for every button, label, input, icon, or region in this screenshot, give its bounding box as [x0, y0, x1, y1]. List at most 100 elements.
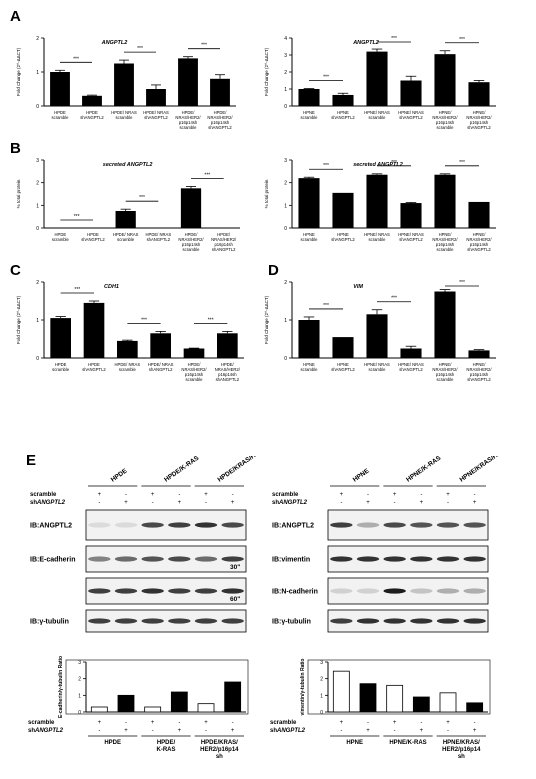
y-tick-label: 2 [36, 36, 39, 42]
y-tick-label: 2 [284, 181, 287, 187]
x-tick-label: HPDE shANGPTL2 [81, 232, 105, 242]
sh-sign: + [231, 728, 235, 734]
blot-band [383, 522, 406, 528]
bar [332, 337, 354, 358]
y-tick-label: 3 [320, 660, 323, 666]
x-tick-label: HPNE/ NRAS scramble [364, 362, 390, 372]
blot-strip [327, 545, 489, 573]
sh-label: shANGPTL2 [270, 728, 306, 734]
blot-strip [85, 609, 247, 633]
y-tick-label: 0 [284, 226, 287, 232]
blot-band [168, 522, 191, 528]
x-tick-label: HPNE/ NRAS shANGPTL2 [398, 110, 424, 120]
blot-band [168, 588, 191, 594]
y-tick-label: 0 [36, 104, 39, 110]
exposure-note: 30" [230, 564, 240, 571]
bar [439, 692, 457, 713]
panel-label-d: D [268, 262, 279, 279]
significance-label: *** [323, 303, 329, 309]
x-tick-label: HPDE/ NRAS shANGPTL2 [148, 362, 174, 372]
x-tick-label: HPNE/NRAS/HER2/p16p14sh scramble [432, 362, 458, 382]
scramble-sign: + [204, 492, 208, 498]
sh-label: shANGPTL2 [28, 728, 64, 734]
sh-sign: + [366, 500, 370, 506]
bar [332, 670, 350, 713]
y-tick-label: 2 [36, 280, 39, 286]
group-label: HPNE/K-RAS [389, 740, 426, 746]
y-tick-label: 2 [320, 677, 323, 683]
blot-band [330, 618, 353, 624]
blot-band [383, 556, 406, 562]
chart-title: ANGPTL2 [101, 40, 128, 46]
blot-band [436, 618, 460, 624]
x-tick-label: HPNE/ NRAS shANGPTL2 [398, 232, 424, 242]
bar [332, 94, 354, 106]
x-tick-label: HPDE/NRAS/HER2/p16p14sh shANGPTL2 [215, 362, 241, 382]
bar [298, 178, 320, 228]
sh-sign: - [152, 500, 154, 506]
x-tick-label: HPDE/NRAS/HER2/p16p14sh shANGPTL2 [207, 110, 233, 130]
blot-strip [327, 509, 489, 541]
significance-label: *** [459, 160, 465, 166]
bar [210, 78, 230, 106]
exposure-note: 60" [230, 596, 240, 603]
bar [412, 696, 430, 713]
x-tick-label: HPDE scramble [52, 110, 70, 120]
blot-band [168, 618, 191, 624]
bar [146, 89, 166, 106]
blot-band [356, 618, 380, 624]
scramble-sign: - [125, 492, 127, 498]
bar [178, 58, 198, 106]
bar [170, 691, 188, 713]
significance-label: *** [323, 163, 329, 169]
sh-sign: + [420, 728, 424, 734]
chart-c-cdh1: CDH1 Fold Change (2^-ΔΔCT) 0 1 2 HPDE scramble… [16, 280, 244, 382]
bar [400, 80, 422, 106]
y-tick-label: 2 [36, 181, 39, 187]
sh-sign: + [178, 728, 182, 734]
blot-row-label: IB:vimentin [272, 557, 310, 564]
chart-title: secreted ANGPTL2 [353, 162, 403, 168]
x-tick-label: HPNE scramble [301, 110, 319, 120]
blot-band [141, 588, 164, 594]
blot-row-label: IB:ANGPTL2 [30, 523, 72, 530]
bar [366, 174, 388, 228]
x-tick-label: HPNE/NRAS/HER2/p16p14sh scramble [432, 232, 458, 252]
blot-band [88, 522, 111, 528]
sh-sign: - [340, 500, 342, 506]
chart-a-angptl2-hpne: ANGPTL2 Fold Change (2^-ΔΔCT) 0 1 2 3 4 HPNE scr… [264, 36, 496, 130]
sh-sign: - [205, 500, 207, 506]
scramble-sign: - [178, 720, 180, 726]
sh-sign: + [366, 728, 370, 734]
blot-band [463, 588, 486, 594]
sh-sign: + [420, 500, 424, 506]
sh-sign: + [473, 728, 477, 734]
blot-band [194, 618, 218, 624]
scramble-sign: - [474, 720, 476, 726]
bar [117, 694, 135, 713]
bar [117, 340, 138, 358]
group-label: HPDE [104, 740, 121, 746]
bar [197, 703, 215, 713]
bar [400, 348, 422, 358]
blot-strip [327, 577, 489, 605]
x-tick-label: HPNE shANGPTL2 [331, 362, 355, 372]
group-label: HPDE/KRAS/HER2/p16p14 sh [200, 740, 239, 760]
x-tick-label: HPNE/ NRAS scramble [364, 232, 390, 242]
panel-label-e: E [26, 452, 37, 469]
significance-label: *** [139, 195, 145, 201]
x-tick-label: HPDE shANGPTL2 [82, 362, 106, 372]
sh-sign: - [152, 728, 154, 734]
panel-label-a: A [10, 8, 21, 25]
blot-group-label: HPNE [352, 467, 371, 483]
x-tick-label: HPNE/ NRAS scramble [364, 110, 390, 120]
sh-sign: + [231, 500, 235, 506]
scramble-sign: - [367, 720, 369, 726]
y-axis-label: Fold Change (2^-ΔΔCT) [16, 47, 21, 96]
y-tick-label: 1 [284, 203, 287, 209]
bar [82, 95, 102, 106]
sh-sign: + [124, 728, 128, 734]
y-tick-label: 3 [78, 660, 81, 666]
blot-strip [85, 509, 247, 541]
